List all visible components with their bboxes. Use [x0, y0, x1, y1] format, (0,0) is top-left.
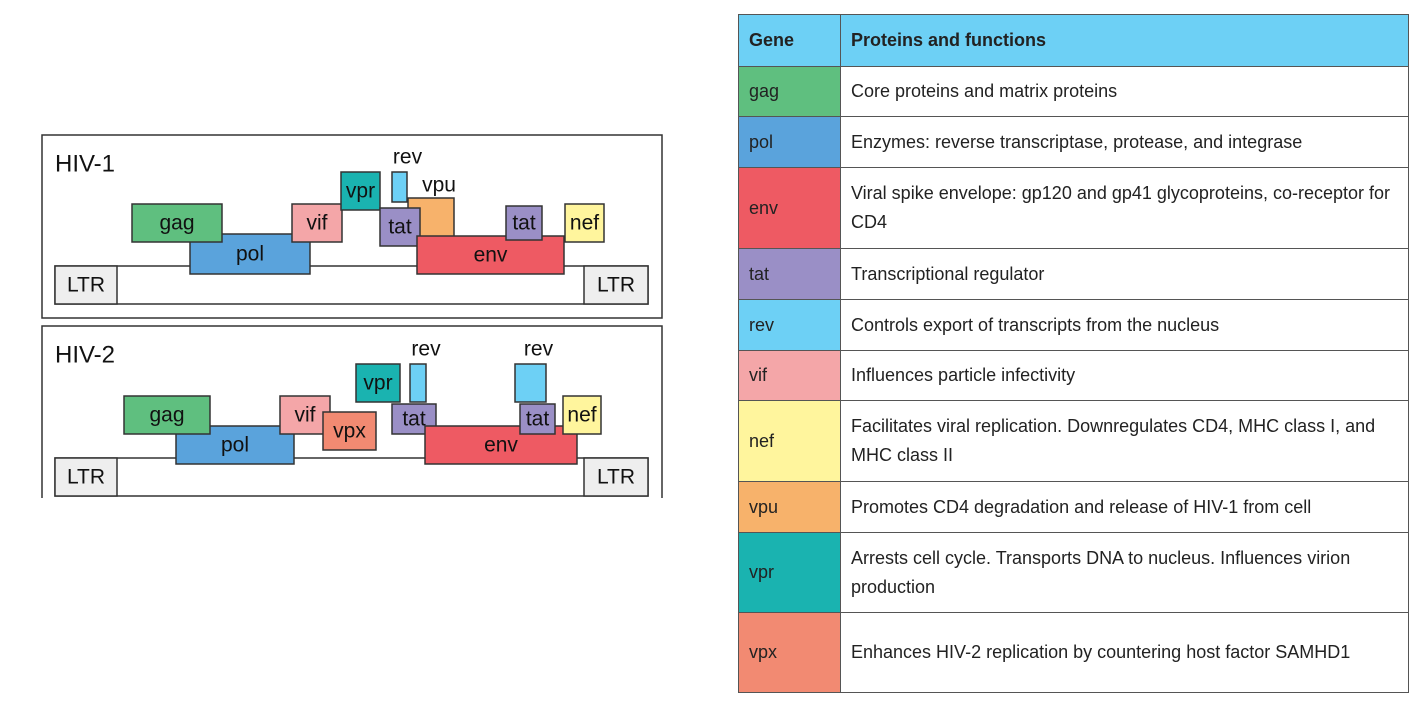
gene-table: Gene Proteins and functions gag Core prot…: [738, 14, 1409, 693]
ltr-box: [54, 457, 118, 497]
gene-label: rev: [393, 146, 423, 169]
gene-label: gag: [159, 212, 194, 235]
gene-box: [131, 203, 223, 243]
gene-box: [514, 363, 547, 403]
gene-label: gag: [149, 404, 184, 427]
function-cell: Arrests cell cycle. Transports DNA to nu…: [840, 532, 1409, 613]
table-row: env Viral spike envelope: gp120 and gp41 …: [738, 167, 1409, 249]
function-cell: Controls export of transcripts from the …: [840, 299, 1409, 351]
function-cell: Influences particle infectivity: [840, 350, 1409, 401]
function-cell: Promotes CD4 degradation and release of …: [840, 481, 1409, 533]
table-row: rev Controls export of transcripts from t…: [738, 299, 1409, 351]
gene-label: nef: [570, 212, 599, 235]
gene-cell: gag: [738, 66, 841, 117]
function-cell: Viral spike envelope: gp120 and gp41 gly…: [840, 167, 1409, 249]
ltr-label: LTR: [67, 466, 105, 489]
panel-title: HIV-1: [55, 150, 115, 177]
gene-label: tat: [388, 216, 412, 239]
gene-box: [391, 171, 408, 203]
table-row: vpr Arrests cell cycle. Transports DNA to…: [738, 532, 1409, 613]
function-cell: Enzymes: reverse transcriptase, protease…: [840, 116, 1409, 168]
gene-label: vif: [295, 404, 316, 427]
table-row: vif Influences particle infectivity: [738, 350, 1409, 401]
ltr-label: LTR: [67, 274, 105, 297]
ltr-box: [583, 265, 649, 305]
table-row: vpu Promotes CD4 degradation and release …: [738, 481, 1409, 533]
gene-box: [123, 395, 211, 435]
gene-cell: env: [738, 167, 841, 249]
function-cell: Core proteins and matrix proteins: [840, 66, 1409, 117]
ltr-box: [54, 265, 118, 305]
gene-label: nef: [567, 404, 596, 427]
gene-cell: pol: [738, 116, 841, 168]
gene-box: [416, 235, 565, 275]
gene-box: [379, 207, 421, 247]
gene-label: rev: [411, 338, 441, 361]
ltr-box: [583, 457, 649, 497]
panel-title: HIV-2: [55, 341, 115, 368]
ltr-label: LTR: [597, 274, 635, 297]
gene-box: [175, 425, 295, 465]
gene-box: [279, 395, 331, 435]
gene-box: [505, 205, 543, 241]
gene-box: [322, 411, 377, 451]
gene-box: [355, 363, 401, 403]
function-cell: Facilitates viral replication. Downregul…: [840, 400, 1409, 482]
gene-box: [291, 203, 343, 243]
hiv1-panel: [41, 134, 663, 319]
gene-label: vpr: [363, 372, 392, 395]
table-row: gag Core proteins and matrix proteins: [738, 66, 1409, 117]
gene-label: vpu: [422, 174, 456, 197]
header-cell: Proteins and functions: [840, 14, 1409, 67]
gene-label: vif: [307, 212, 328, 235]
gene-label: rev: [524, 338, 554, 361]
gene-box: [562, 395, 602, 435]
gene-label: pol: [221, 434, 249, 457]
ltr-label: LTR: [597, 466, 635, 489]
gene-cell: vif: [738, 350, 841, 401]
gene-box: [519, 403, 556, 435]
gene-box: [564, 203, 605, 243]
hiv2-panel: [41, 325, 663, 498]
gene-cell: vpu: [738, 481, 841, 533]
gene-cell: vpr: [738, 532, 841, 613]
gene-cell: nef: [738, 400, 841, 482]
gene-label: env: [474, 244, 508, 267]
header-cell: Gene: [738, 14, 841, 67]
table-row: nef Facilitates viral replication. Downre…: [738, 400, 1409, 482]
gene-box: [340, 171, 381, 211]
function-cell: Enhances HIV-2 replication by countering…: [840, 612, 1409, 693]
gene-cell: rev: [738, 299, 841, 351]
gene-label: tat: [402, 408, 426, 431]
function-cell: Transcriptional regulator: [840, 248, 1409, 300]
table-row: pol Enzymes: reverse transcriptase, prote…: [738, 116, 1409, 168]
gene-label: tat: [526, 408, 550, 431]
gene-label: vpx: [333, 420, 366, 443]
gene-cell: vpx: [738, 612, 841, 693]
table-row: vpx Enhances HIV-2 replication by counter…: [738, 612, 1409, 693]
gene-label: tat: [512, 212, 536, 235]
gene-label: env: [484, 434, 518, 457]
gene-cell: tat: [738, 248, 841, 300]
gene-label: pol: [236, 243, 264, 266]
table-row: tat Transcriptional regulator: [738, 248, 1409, 300]
gene-label: vpr: [346, 180, 375, 203]
gene-box: [409, 363, 427, 403]
